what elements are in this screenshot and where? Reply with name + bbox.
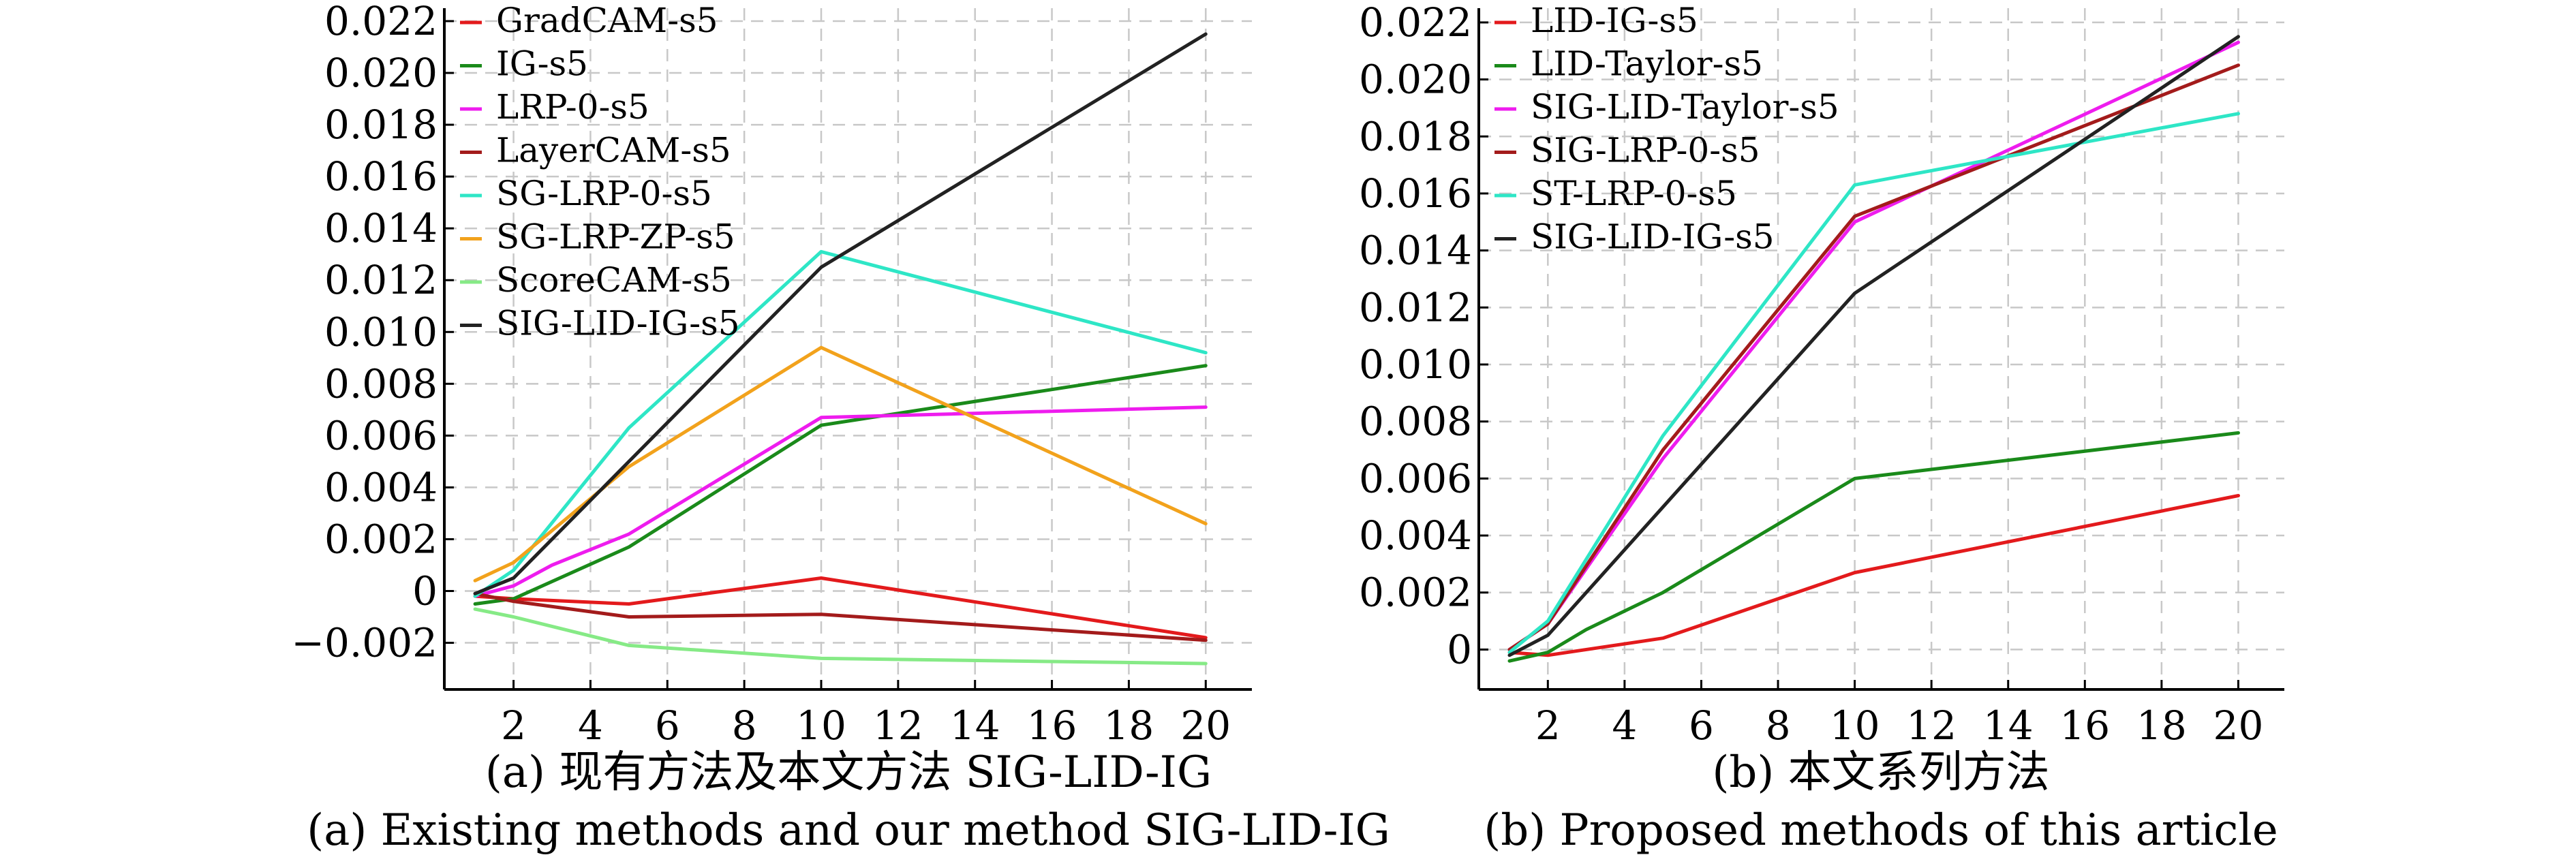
y-tick-label: 0.004: [1359, 512, 1472, 559]
x-tick-label: 10: [796, 702, 846, 749]
chart-panel-b: 2 4 6 8 10 12 14 16 18 20 0 0.002 0.004 0.006 0.008 0.0…: [1359, 0, 2284, 855]
series-line-sg-lrp-zp-s5: [473, 345, 1208, 582]
caption-english: (b) Proposed methods of this article: [1484, 805, 2278, 855]
y-tick-label: 0: [1447, 626, 1472, 672]
x-tick-label: 6: [655, 702, 680, 749]
chart-panel-a: 2 4 6 8 10 12 14 16 18 20 −0.002 0 0.002 0.004 0.006 0.…: [291, 0, 1390, 855]
x-tick-label: 8: [1766, 702, 1791, 749]
series-line-lid-taylor-s5: [1507, 431, 2240, 663]
y-tick-label: 0.018: [324, 102, 438, 148]
legend-label: SG-LRP-0-s5: [496, 174, 712, 213]
x-tick-label: 12: [1906, 702, 1957, 749]
x-tick-label: 2: [1535, 702, 1561, 749]
legend-label: ScoreCAM-s5: [496, 260, 732, 300]
x-tick-label: 4: [1612, 702, 1637, 749]
y-tick-label: 0.022: [1359, 0, 1472, 46]
legend-label: IG-s5: [496, 44, 588, 84]
series-line-gradcam-s5: [473, 576, 1208, 640]
legend-label: LayerCAM-s5: [496, 131, 731, 170]
y-tick-label: 0.012: [324, 257, 438, 303]
x-tick-label: 4: [578, 702, 603, 749]
y-tick-label: 0.002: [1359, 570, 1472, 616]
x-tick-label: 14: [950, 702, 1000, 749]
series-line-scorecam-s5: [473, 607, 1208, 666]
legend-label: ST-LRP-0-s5: [1531, 174, 1737, 213]
series-line-sig-lid-ig-s5: [473, 32, 1208, 595]
x-tick-label: 18: [2136, 702, 2187, 749]
y-tick-label: 0.016: [324, 153, 438, 200]
legend-label: SIG-LID-IG-s5: [1531, 217, 1775, 257]
y-tick-label: 0.010: [1359, 341, 1472, 388]
y-tick-label: 0.010: [324, 309, 438, 355]
y-tick-label: 0.016: [1359, 170, 1472, 217]
x-tick-label: 12: [873, 702, 923, 749]
y-tick-label: 0.006: [324, 412, 438, 458]
x-tick-label: 10: [1830, 702, 1880, 749]
x-tick-label: 16: [1027, 702, 1077, 749]
y-tick-label: 0.014: [1359, 228, 1472, 274]
y-tick-label: 0.020: [1359, 57, 1472, 103]
x-tick-label: 20: [2213, 702, 2264, 749]
legend-label: SG-LRP-ZP-s5: [496, 217, 735, 257]
y-tick-label: 0.020: [324, 50, 438, 96]
legend-label: SIG-LRP-0-s5: [1531, 131, 1760, 170]
y-tick-label: 0.008: [1359, 399, 1472, 445]
legend-label: GradCAM-s5: [496, 1, 718, 40]
y-tick-label: 0.012: [1359, 284, 1472, 330]
x-tick-label: 18: [1104, 702, 1154, 749]
y-tick-label: 0.008: [324, 360, 438, 407]
caption-chinese: (a) 现有方法及本文方法 SIG-LID-IG: [485, 747, 1212, 798]
x-tick-label: 8: [732, 702, 757, 749]
series-line-layercam-s5: [473, 591, 1208, 642]
series-line-st-lrp-0-s5: [1507, 112, 2240, 655]
y-tick-label: 0.006: [1359, 455, 1472, 501]
legend-label: LRP-0-s5: [496, 87, 649, 127]
legend-label: SIG-LID-Taylor-s5: [1531, 87, 1839, 127]
y-tick-label: 0.004: [324, 464, 438, 510]
caption-chinese: (b) 本文系列方法: [1712, 747, 2049, 798]
legend-label: SIG-LID-IG-s5: [496, 304, 740, 343]
legend-label: LID-Taylor-s5: [1531, 44, 1763, 84]
y-tick-label: 0.022: [324, 0, 438, 44]
x-tick-label: 6: [1689, 702, 1714, 749]
series-line-sig-lid-ig-s5: [1507, 35, 2240, 657]
y-tick-label: 0: [412, 568, 438, 615]
series-line-lrp-0-s5: [473, 405, 1208, 598]
x-tick-label: 2: [501, 702, 526, 749]
y-tick-label: −0.002: [291, 620, 438, 666]
x-tick-label: 20: [1180, 702, 1231, 749]
y-tick-label: 0.002: [324, 516, 438, 562]
series-line-sg-lrp-0-s5: [473, 249, 1208, 598]
x-tick-label: 16: [2059, 702, 2110, 749]
x-tick-label: 14: [1983, 702, 2034, 749]
legend-label: LID-IG-s5: [1531, 1, 1698, 40]
y-tick-label: 0.018: [1359, 113, 1472, 159]
y-tick-label: 0.014: [324, 205, 438, 251]
caption-english: (a) Existing methods and our method SIG-…: [307, 805, 1390, 855]
